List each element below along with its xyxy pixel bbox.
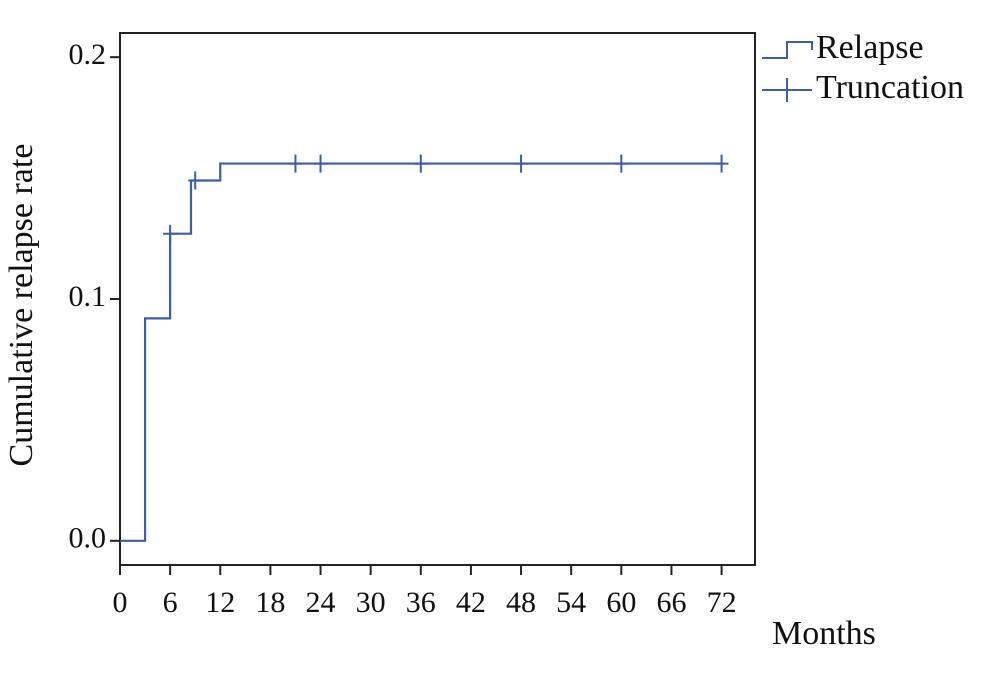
x-tick-label: 0 (113, 586, 128, 619)
censor-mark (714, 154, 729, 173)
x-tick-label: 60 (606, 586, 636, 619)
censor-mark (514, 154, 529, 173)
censor-mark (313, 154, 328, 173)
x-tick-label: 72 (707, 586, 737, 619)
y-tick-label: 0.2 (69, 38, 107, 71)
x-tick-label: 42 (456, 586, 486, 619)
x-tick-label: 54 (556, 586, 586, 619)
step-line (120, 162, 722, 542)
plot-frame (119, 32, 756, 566)
censor-mark (413, 154, 428, 173)
censor-mark (288, 154, 303, 173)
x-tick-label: 18 (255, 586, 285, 619)
censor-mark (614, 154, 629, 173)
x-tick-label: 36 (406, 586, 436, 619)
legend-label: Truncation (816, 69, 964, 106)
x-tick-label: 6 (163, 586, 178, 619)
x-tick-label: 30 (356, 586, 386, 619)
x-tick-label: 66 (656, 586, 686, 619)
x-axis-label: Months (772, 615, 876, 652)
legend-label: Relapse (816, 29, 924, 66)
legend-icon (762, 41, 813, 59)
y-tick-label: 0.1 (69, 280, 107, 313)
censor-mark (163, 224, 178, 243)
x-tick-label: 24 (306, 586, 336, 619)
x-tick-label: 48 (506, 586, 536, 619)
legend-icon (762, 78, 812, 102)
y-axis-label: Cumulative relapse rate (3, 144, 40, 467)
x-tick-label: 12 (205, 586, 235, 619)
censor-mark (188, 171, 203, 190)
y-tick-label: 0.0 (69, 522, 107, 555)
